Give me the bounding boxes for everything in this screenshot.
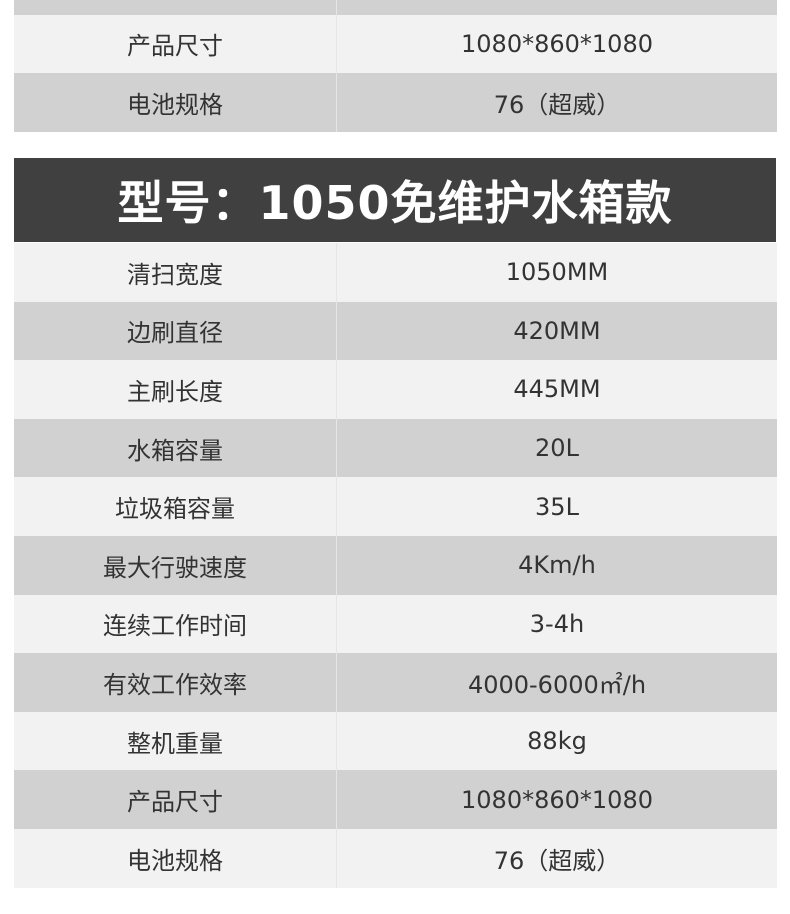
table-row: 清扫宽度 1050MM bbox=[14, 243, 777, 302]
spec-value: 88kg bbox=[527, 727, 587, 756]
table-row: 产品尺寸 1080*860*1080 bbox=[14, 770, 777, 829]
table-row: 产品尺寸 1080*860*1080 bbox=[14, 14, 777, 74]
table-row: 整机重量 88kg bbox=[14, 711, 777, 771]
spec-label: 连续工作时间 bbox=[14, 594, 337, 654]
spec-value: 20L bbox=[535, 434, 579, 463]
spec-value: 1080*860*1080 bbox=[461, 785, 653, 814]
spec-label: 电池规格 bbox=[14, 73, 337, 132]
spec-label: 整机重量 bbox=[14, 0, 337, 15]
spec-label: 有效工作效率 bbox=[14, 653, 337, 712]
spec-label: 产品尺寸 bbox=[14, 770, 337, 829]
table-row: 电池规格 76（超威） bbox=[14, 73, 777, 132]
spec-value: 88kg bbox=[337, 0, 777, 15]
spec-value: 4Km/h bbox=[518, 551, 596, 580]
spec-value: 35L bbox=[535, 492, 579, 521]
spec-value: 445MM bbox=[513, 375, 601, 404]
previous-spec-table: 整机重量 88kg 产品尺寸 1080*860*1080 电池规格 76（超威） bbox=[14, 0, 777, 132]
spec-label: 整机重量 bbox=[14, 711, 337, 771]
table-row: 主刷长度 445MM bbox=[14, 360, 777, 419]
table-row: 最大行驶速度 4Km/h bbox=[14, 535, 777, 595]
spec-value: 420MM bbox=[513, 316, 601, 345]
table-row: 有效工作效率 4000-6000㎡/h bbox=[14, 653, 777, 712]
spec-label: 电池规格 bbox=[14, 828, 337, 888]
spec-value: 4000-6000㎡/h bbox=[467, 670, 647, 699]
table-row: 边刷直径 420MM bbox=[14, 301, 777, 361]
spec-value: 76（超威） bbox=[493, 846, 621, 875]
spec-label: 主刷长度 bbox=[14, 360, 337, 419]
table-row: 整机重量 88kg bbox=[14, 0, 777, 15]
spec-value: 1080*860*1080 bbox=[461, 29, 653, 58]
spec-value: 76（超威） bbox=[493, 90, 621, 119]
spec-table: 清扫宽度 1050MM 边刷直径 420MM 主刷长度 445MM 水箱容量 20L 垃圾箱容量… bbox=[14, 243, 777, 888]
spec-label: 清扫宽度 bbox=[14, 243, 337, 302]
spec-label: 边刷直径 bbox=[14, 301, 337, 361]
table-row: 垃圾箱容量 35L bbox=[14, 477, 777, 536]
spec-label: 垃圾箱容量 bbox=[14, 477, 337, 536]
spec-label: 最大行驶速度 bbox=[14, 535, 337, 595]
model-header: 型号：1050免维护水箱款 bbox=[14, 158, 776, 242]
spec-label: 产品尺寸 bbox=[14, 14, 337, 74]
table-row: 水箱容量 20L bbox=[14, 418, 777, 478]
spec-label: 水箱容量 bbox=[14, 418, 337, 478]
spec-value: 1050MM bbox=[505, 258, 609, 287]
table-row: 连续工作时间 3-4h bbox=[14, 594, 777, 654]
spec-value: 3-4h bbox=[529, 609, 585, 638]
table-row: 电池规格 76（超威） bbox=[14, 828, 777, 888]
